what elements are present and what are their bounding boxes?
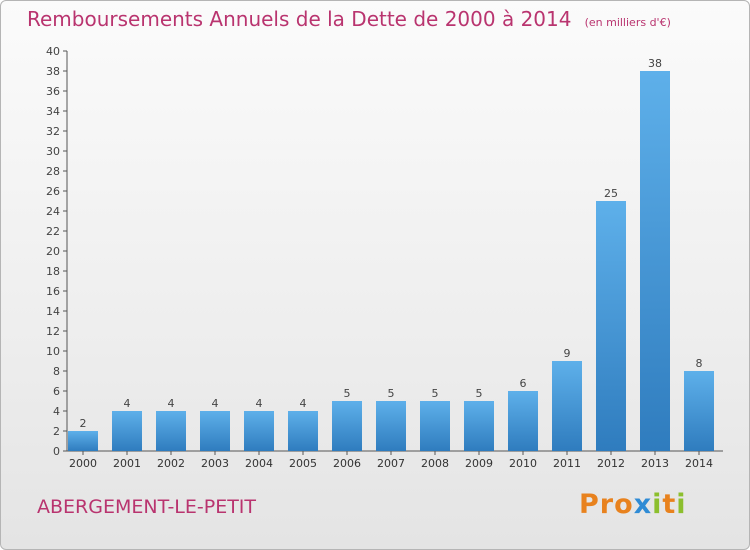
value-label-2008: 5	[432, 387, 439, 400]
y-tick-label: 26	[46, 185, 60, 198]
value-label-2001: 4	[124, 397, 131, 410]
x-tick-label-2012: 2012	[597, 457, 625, 470]
bar-2010	[508, 391, 538, 451]
chart-unit-note: (en milliers d'€)	[584, 16, 671, 29]
logo-letter: P	[579, 489, 600, 520]
y-tick-label: 4	[53, 405, 60, 418]
bar-2008	[420, 401, 450, 451]
bar-2002	[156, 411, 186, 451]
y-tick-label: 12	[46, 325, 60, 338]
logo-letter: i	[676, 489, 687, 520]
y-tick-label: 24	[46, 205, 60, 218]
bar-2000	[68, 431, 98, 451]
x-tick-label-2000: 2000	[69, 457, 97, 470]
y-tick-label: 40	[46, 45, 60, 58]
value-label-2006: 5	[344, 387, 351, 400]
logo-letter: r	[599, 489, 615, 520]
value-label-2013: 38	[648, 57, 662, 70]
y-tick-label: 6	[53, 385, 60, 398]
y-tick-label: 30	[46, 145, 60, 158]
chart-labels: 2000 2 2001 4 2002 4 2003 4 2004 4 2005 4 2006 5 2007 5…	[69, 57, 713, 470]
value-label-2012: 25	[604, 187, 618, 200]
value-label-2014: 8	[696, 357, 703, 370]
value-label-2004: 4	[256, 397, 263, 410]
chart-title: Remboursements Annuels de la Dette de 20…	[27, 7, 671, 31]
bar-2009	[464, 401, 494, 451]
bar-2013	[640, 71, 670, 451]
y-tick-label: 0	[53, 445, 60, 458]
x-tick-label-2004: 2004	[245, 457, 273, 470]
logo-letter: i	[652, 489, 663, 520]
bar-2011	[552, 361, 582, 451]
logo-letter: t	[662, 489, 677, 520]
bar-2007	[376, 401, 406, 451]
value-label-2005: 4	[300, 397, 307, 410]
y-tick-label: 36	[46, 85, 60, 98]
x-tick-label-2009: 2009	[465, 457, 493, 470]
x-tick-label-2002: 2002	[157, 457, 185, 470]
y-tick-label: 10	[46, 345, 60, 358]
logo-letter: x	[633, 489, 653, 520]
x-tick-label-2013: 2013	[641, 457, 669, 470]
y-tick-label: 20	[46, 245, 60, 258]
y-tick-label: 14	[46, 305, 60, 318]
x-tick-label-2007: 2007	[377, 457, 405, 470]
chart-bars	[68, 71, 714, 451]
bar-2004	[244, 411, 274, 451]
bar-2012	[596, 201, 626, 451]
y-tick-label: 22	[46, 225, 60, 238]
bar-2014	[684, 371, 714, 451]
commune-name: ABERGEMENT-LE-PETIT	[37, 496, 257, 518]
y-tick-label: 8	[53, 365, 60, 378]
y-tick-label: 34	[46, 105, 60, 118]
chart-title-text: Remboursements Annuels de la Dette de 20…	[27, 7, 572, 31]
x-tick-label-2001: 2001	[113, 457, 141, 470]
x-tick-label-2005: 2005	[289, 457, 317, 470]
y-tick-label: 16	[46, 285, 60, 298]
value-label-2009: 5	[476, 387, 483, 400]
x-tick-label-2011: 2011	[553, 457, 581, 470]
value-label-2010: 6	[520, 377, 527, 390]
value-label-2003: 4	[212, 397, 219, 410]
y-tick-label: 38	[46, 65, 60, 78]
y-tick-label: 18	[46, 265, 60, 278]
x-tick-label-2006: 2006	[333, 457, 361, 470]
value-label-2002: 4	[168, 397, 175, 410]
y-tick-label: 2	[53, 425, 60, 438]
x-tick-label-2010: 2010	[509, 457, 537, 470]
x-tick-label-2003: 2003	[201, 457, 229, 470]
proxiti-logo[interactable]: Proxiti	[579, 489, 687, 520]
bar-2006	[332, 401, 362, 451]
value-label-2000: 2	[80, 417, 87, 430]
x-tick-label-2014: 2014	[685, 457, 713, 470]
y-tick-label: 28	[46, 165, 60, 178]
bar-2005	[288, 411, 318, 451]
value-label-2011: 9	[564, 347, 571, 360]
bar-2003	[200, 411, 230, 451]
y-tick-label: 32	[46, 125, 60, 138]
x-tick-label-2008: 2008	[421, 457, 449, 470]
bar-2001	[112, 411, 142, 451]
value-label-2007: 5	[388, 387, 395, 400]
logo-letter: o	[614, 489, 634, 520]
